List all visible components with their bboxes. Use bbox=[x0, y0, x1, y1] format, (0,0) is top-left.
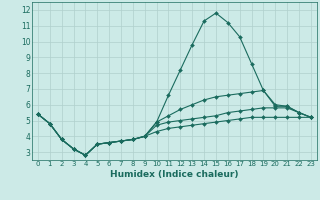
X-axis label: Humidex (Indice chaleur): Humidex (Indice chaleur) bbox=[110, 170, 239, 179]
